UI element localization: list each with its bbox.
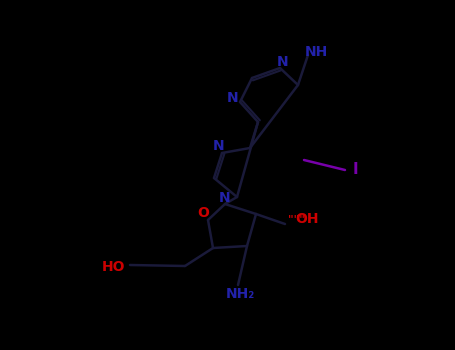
Text: OH: OH [295, 212, 319, 226]
Text: O: O [197, 206, 209, 220]
Text: N: N [277, 55, 289, 69]
Text: HO: HO [101, 260, 125, 274]
Text: I: I [352, 162, 358, 177]
Text: NH₂: NH₂ [225, 287, 255, 301]
Text: N: N [213, 139, 225, 153]
Text: N: N [227, 91, 239, 105]
Text: NH: NH [304, 45, 328, 59]
Text: """: """ [288, 214, 305, 224]
Text: N: N [219, 191, 231, 205]
